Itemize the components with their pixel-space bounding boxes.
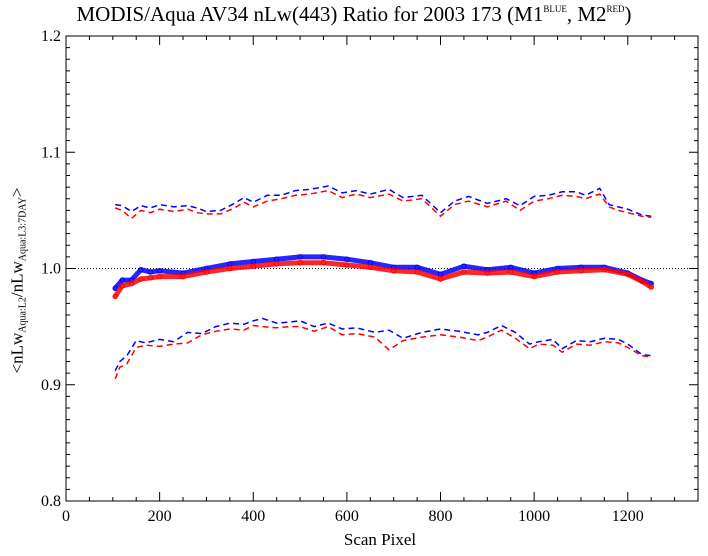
series-m2-mean-point	[147, 275, 154, 281]
series-m2-mean-point	[227, 265, 233, 272]
series-m2-mean-point	[461, 269, 467, 275]
series-m2-mean-point	[180, 273, 186, 280]
series-m2-mean-point	[391, 268, 397, 274]
series-m2-mean-point	[648, 284, 654, 290]
series-m2-mean-point	[437, 276, 444, 282]
series-m2-mean-point	[119, 283, 125, 289]
x-tick-label: 0	[62, 508, 70, 525]
series-m2-mean-point	[601, 267, 608, 273]
x-tick-label: 800	[429, 508, 453, 525]
chart-title-main: MODIS/Aqua AV34 nLw(443) Ratio for 2003 …	[76, 2, 544, 26]
series-m2-mean-point	[250, 263, 257, 269]
series-m2-mean-point	[625, 271, 631, 277]
series-m1-mean-line	[112, 254, 654, 291]
series-m2-mean-point	[414, 269, 420, 275]
series-m2-mean-point	[274, 261, 280, 267]
chart-title-sup-blue: BLUE	[543, 4, 567, 14]
series-m1-mean-point	[344, 256, 350, 262]
series-m2-mean-point	[297, 260, 303, 266]
series-m2-upper-line	[114, 189, 652, 220]
chart-title-sup-red: RED	[606, 4, 625, 14]
series-m2-mean-point	[531, 273, 537, 280]
series-layer	[112, 185, 654, 380]
series-m1-mean-point	[147, 269, 154, 275]
series-m2-mean-point	[508, 269, 514, 275]
y-tick-label: 0.8	[41, 493, 61, 510]
series-m2-mean-point	[320, 260, 327, 266]
series-m1-mean-point	[320, 254, 327, 260]
chart-title: MODIS/Aqua AV34 nLw(443) Ratio for 2003 …	[0, 2, 708, 27]
series-m2-mean-point	[138, 276, 144, 282]
y-tick-label: 1.0	[41, 261, 61, 278]
y-axis-label: <nLwAqua:L2/nLwAqua:L3:7DAY>	[8, 121, 29, 441]
series-m2-mean-point	[156, 273, 163, 280]
x-tick-label: 1000	[518, 508, 550, 525]
series-m2-mean-point	[112, 293, 118, 300]
x-tick-label: 600	[335, 508, 359, 525]
y-label-mid: /nLw	[7, 261, 27, 298]
series-m1-lower-line	[114, 317, 652, 372]
series-m2-mean-line	[112, 260, 654, 299]
series-m2-mean-point	[484, 270, 490, 276]
series-m2-mean-point	[128, 280, 135, 287]
y-tick-label: 0.9	[41, 377, 61, 394]
y-label-sub1: Aqua:L2	[17, 297, 29, 333]
axis-layer: 0 200 400 600 800 1000 1200 0.8 0.9 1.0 1.1 1.2	[41, 28, 698, 525]
chart-title-end: )	[624, 2, 632, 26]
series-m2-mean-point	[367, 264, 373, 270]
series-m2-mean-point	[578, 268, 584, 274]
series-m1-mean-point	[138, 267, 144, 273]
x-tick-label: 400	[241, 508, 265, 525]
series-m2-mean-point	[639, 278, 645, 284]
series-m2-mean-point	[203, 269, 210, 275]
series-m2-mean-point	[344, 262, 350, 268]
series-m1-mean-point	[297, 254, 303, 260]
x-tick-label: 1200	[612, 508, 644, 525]
series-m1-mean-point	[156, 268, 163, 274]
y-label-sub2: Aqua:L3:7DAY	[17, 197, 29, 262]
x-tick-label: 200	[148, 508, 172, 525]
series-m1-upper-line	[115, 185, 652, 217]
series-m2-mean-point	[554, 269, 561, 275]
series-m1-mean-point	[119, 277, 125, 283]
series-m1-mean-point	[112, 285, 118, 291]
x-axis-label: Scan Pixel	[343, 530, 417, 549]
y-tick-label: 1.1	[41, 144, 61, 161]
chart-title-mid: , M2	[566, 2, 607, 26]
series-m1-mean-point	[461, 263, 467, 269]
y-label-post: >	[7, 187, 27, 198]
y-label-pre: <nLw	[7, 332, 27, 374]
y-tick-label: 1.2	[41, 28, 61, 45]
